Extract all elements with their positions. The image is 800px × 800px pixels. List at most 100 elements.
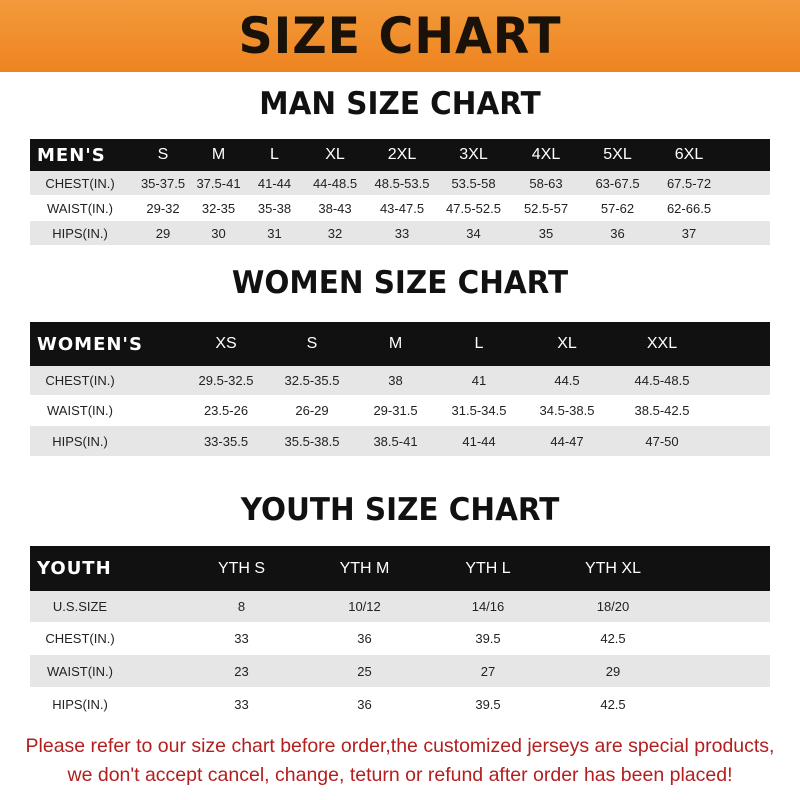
youth-header-label: YOUTH [37, 558, 112, 579]
table-cell: 38.5-42.5 [634, 403, 690, 418]
size-header: 2XL [387, 146, 417, 163]
size-header: L [270, 146, 279, 163]
size-header: XS [215, 335, 237, 352]
table-row: U.S.SIZE 8 10/12 14/16 18/20 [30, 591, 770, 622]
size-header: M [388, 335, 403, 352]
row-label: U.S.SIZE [52, 599, 108, 614]
size-header: 6XL [674, 146, 704, 163]
table-cell: 8 [237, 599, 246, 614]
size-header: M [211, 146, 226, 163]
table-cell: 57-62 [600, 200, 635, 216]
women-header-label: WOMEN'S [37, 333, 143, 355]
table-cell: 63-67.5 [595, 175, 640, 191]
table-row: WAIST(IN.) 29-32 32-35 35-38 38-43 43-47.5 47.… [30, 196, 770, 220]
table-cell: 10/12 [348, 599, 381, 614]
table-cell: 44.5-48.5 [634, 373, 690, 388]
row-label: HIPS(IN.) [52, 696, 108, 712]
table-cell: 31.5-34.5 [451, 403, 507, 418]
table-row: HIPS(IN.) 29 30 31 32 33 34 35 36 37 [30, 221, 770, 245]
table-row: CHEST(IN.) 29.5-32.5 32.5-35.5 38 41 44.5 44.5… [30, 366, 770, 395]
table-cell: 41-44 [462, 433, 496, 449]
size-header: YTH S [217, 559, 266, 577]
table-cell: 35-37.5 [140, 175, 186, 191]
table-cell: 25 [357, 663, 372, 679]
youth-section-title: YOUTH SIZE CHART [240, 492, 560, 528]
table-cell: 41-44 [257, 175, 292, 191]
row-label: WAIST(IN.) [47, 403, 113, 418]
table-cell: 38.5-41 [373, 433, 418, 449]
table-cell: 41 [471, 373, 487, 388]
table-header-row: MEN'S S M L XL 2XL 3XL 4XL 5XL 6XL [30, 139, 770, 171]
table-cell: 36 [610, 225, 625, 241]
table-cell: 26-29 [295, 403, 329, 418]
table-cell: 47-50 [645, 433, 679, 449]
table-cell: 31 [267, 225, 282, 241]
table-cell: 33 [394, 225, 410, 241]
table-cell: 29 [155, 225, 171, 241]
table-cell: 33 [234, 696, 249, 712]
men-size-table: MEN'S S M L XL 2XL 3XL 4XL 5XL 6XL CHEST(IN.) 35-37… [30, 139, 770, 245]
table-cell: 29-32 [146, 200, 180, 216]
table-row: HIPS(IN.) 33-35.5 35.5-38.5 38.5-41 41-44 44-… [30, 426, 770, 456]
table-row: HIPS(IN.) 33 36 39.5 42.5 [30, 688, 770, 720]
size-header: YTH XL [584, 559, 641, 577]
row-label: CHEST(IN.) [45, 175, 115, 191]
table-cell: 23.5-26 [203, 403, 249, 418]
table-cell: 23 [234, 663, 249, 679]
row-label: HIPS(IN.) [52, 433, 108, 449]
size-header: XXL [646, 335, 678, 352]
men-section-title: MAN SIZE CHART [259, 86, 541, 122]
table-cell: 30 [211, 225, 226, 241]
table-row: WAIST(IN.) 23.5-26 26-29 29-31.5 31.5-34.5 34… [30, 396, 770, 425]
order-notice: Please refer to our size chart before or… [0, 732, 800, 790]
table-cell: 53.5-58 [451, 175, 496, 191]
row-label: CHEST(IN.) [45, 373, 115, 388]
table-cell: 43-47.5 [379, 200, 425, 216]
table-cell: 44-48.5 [312, 175, 358, 191]
table-cell: 29 [605, 663, 621, 679]
size-header: S [157, 146, 169, 163]
women-section-title: WOMEN SIZE CHART [231, 265, 569, 301]
table-cell: 27 [480, 663, 496, 679]
table-cell: 38-43 [318, 200, 352, 216]
table-cell: 32 [327, 225, 343, 241]
table-row: CHEST(IN.) 33 36 39.5 42.5 [30, 623, 770, 654]
table-cell: 32.5-35.5 [284, 373, 340, 388]
size-header: 4XL [531, 146, 561, 163]
table-cell: 67.5-72 [666, 175, 712, 191]
size-header: 5XL [603, 146, 632, 163]
table-cell: 37 [681, 225, 697, 241]
size-header: L [474, 335, 484, 352]
row-label: WAIST(IN.) [47, 663, 113, 679]
table-cell: 36 [357, 631, 372, 646]
table-cell: 62-66.5 [666, 200, 712, 216]
size-header: XL [557, 335, 577, 352]
table-cell: 42.5 [600, 631, 626, 646]
table-cell: 38 [388, 373, 403, 388]
table-cell: 14/16 [471, 599, 505, 614]
table-cell: 44-47 [550, 433, 584, 449]
table-header-row: YOUTH YTH S YTH M YTH L YTH XL [30, 546, 770, 591]
size-header: S [306, 335, 318, 352]
notice-line-1: Please refer to our size chart before or… [25, 735, 775, 757]
table-cell: 18/20 [596, 599, 630, 614]
row-label: HIPS(IN.) [52, 225, 108, 241]
table-cell: 29-31.5 [373, 403, 418, 418]
row-label: WAIST(IN.) [47, 200, 113, 216]
table-cell: 35 [538, 225, 554, 241]
table-header-row: WOMEN'S XS S M L XL XXL [30, 322, 770, 366]
table-cell: 35.5-38.5 [284, 433, 340, 449]
size-header: YTH L [465, 559, 511, 577]
table-cell: 33 [234, 631, 249, 646]
table-cell: 34 [466, 225, 481, 241]
table-cell: 32-35 [201, 200, 236, 216]
table-row: WAIST(IN.) 23 25 27 29 [30, 655, 770, 687]
table-cell: 48.5-53.5 [374, 175, 430, 191]
notice-line-2: we don't accept cancel, change, teturn o… [67, 764, 733, 786]
table-cell: 58-63 [529, 175, 563, 191]
table-cell: 33-35.5 [203, 433, 249, 449]
table-cell: 44.5 [554, 373, 580, 388]
table-cell: 37.5-41 [196, 175, 241, 191]
youth-size-table: YOUTH YTH S YTH M YTH L YTH XL U.S.SIZE 8 10/12… [30, 546, 770, 720]
table-cell: 36 [357, 696, 372, 712]
